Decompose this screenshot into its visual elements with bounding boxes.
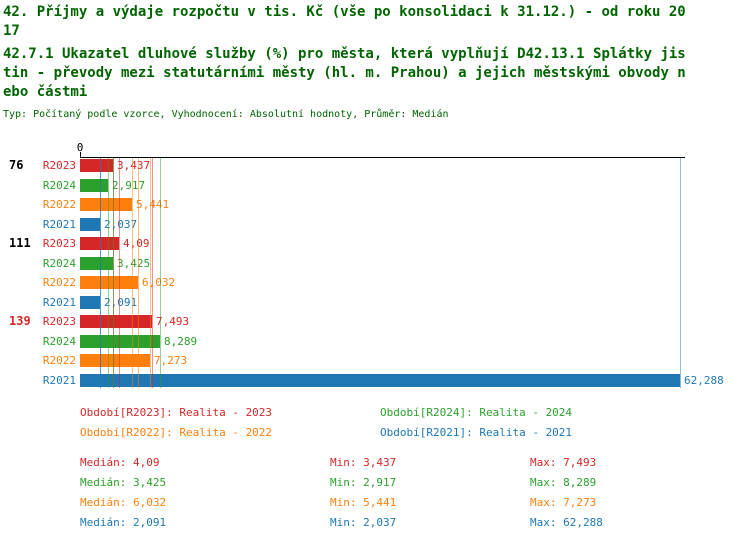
stat-min-R2023: Min: 3,437: [330, 456, 397, 469]
min-marker-line-R2022: [132, 158, 133, 388]
max-marker-line-R2021: [680, 158, 681, 388]
bar: [80, 237, 119, 250]
median-marker-line-R2021: [100, 158, 101, 388]
stat-max-R2022: Max: 7,273: [530, 496, 597, 509]
bar: [80, 178, 108, 192]
title-line-2: 17: [3, 23, 20, 39]
bar-value-label: 3,437: [117, 159, 151, 172]
median-marker-line-R2023: [119, 158, 120, 388]
series-label: R2022: [42, 354, 76, 367]
series-label: R2023: [42, 237, 76, 250]
stat-max-R2021: Max: 62,288: [530, 516, 603, 529]
median-marker-line-R2024: [113, 158, 114, 388]
bar-value-label: 8,289: [164, 334, 198, 348]
legend-item-R2022: Období[R2022]: Realita - 2022: [80, 426, 273, 439]
stat-median-R2023: Medián: 4,09: [80, 456, 160, 469]
bar-value-label: 7,493: [156, 315, 190, 328]
stat-max-R2024: Max: 8,289: [530, 476, 597, 489]
stats-table: Medián: 4,09 Min: 3,437 Max: 7,493 Medián: …: [80, 456, 740, 538]
series-label: R2021: [42, 373, 76, 387]
bar-value-label: 2,037: [104, 217, 138, 231]
title-line-1: 42. Příjmy a výdaje rozpočtu v tis. Kč (…: [3, 4, 686, 20]
category-label: 111: [9, 236, 31, 250]
x-axis-zero-label: 0: [76, 141, 84, 154]
series-label: R2022: [42, 276, 76, 289]
legend: Období[R2023]: Realita - 2023 Období[R202…: [80, 406, 720, 448]
bar-value-label: 62,288: [684, 373, 724, 387]
x-axis: [80, 157, 685, 158]
bar: [80, 373, 680, 387]
bar-value-label: 7,273: [154, 354, 188, 367]
plot-area: 0 76R20233,437R20242,917R20225,441R20212…: [0, 140, 750, 406]
min-marker-line-R2024: [108, 158, 109, 388]
stat-max-R2023: Max: 7,493: [530, 456, 597, 469]
series-label: R2023: [42, 315, 76, 328]
bar: [80, 256, 113, 270]
bar-value-label: 2,091: [104, 295, 138, 309]
legend-item-R2021: Období[R2021]: Realita - 2021: [380, 426, 573, 439]
series-label: R2024: [42, 256, 76, 270]
bar: [80, 354, 150, 367]
bar-value-label: 6,032: [142, 276, 176, 289]
max-marker-line-R2023: [152, 158, 153, 388]
category-label: 76: [9, 158, 24, 172]
stat-median-R2022: Medián: 6,032: [80, 496, 167, 509]
bar-value-label: 4,09: [123, 237, 150, 250]
stat-median-R2024: Medián: 3,425: [80, 476, 167, 489]
legend-item-R2023: Období[R2023]: Realita - 2023: [80, 406, 273, 419]
bar: [80, 315, 152, 328]
median-marker-line-R2022: [138, 158, 139, 388]
series-label: R2021: [42, 217, 76, 231]
bar: [80, 159, 113, 172]
bar: [80, 198, 132, 211]
stat-min-R2021: Min: 2,037: [330, 516, 397, 529]
x-axis-tick-zero: [80, 152, 81, 157]
stat-median-R2021: Medián: 2,091: [80, 516, 167, 529]
max-marker-line-R2024: [160, 158, 161, 388]
series-label: R2024: [42, 178, 76, 192]
bar-value-label: 2,917: [112, 178, 146, 192]
series-label: R2023: [42, 159, 76, 172]
stat-min-R2024: Min: 2,917: [330, 476, 397, 489]
legend-item-R2024: Období[R2024]: Realita - 2024: [380, 406, 573, 419]
bar-value-label: 3,425: [117, 256, 151, 270]
title-line-5: ebo částmi: [3, 84, 88, 100]
bar: [80, 217, 100, 231]
title-line-3: 42.7.1 Ukazatel dluhové služby (%) pro m…: [3, 46, 686, 62]
chart-meta-line: Typ: Počítaný podle vzorce, Vyhodnocení:…: [3, 109, 449, 120]
series-label: R2024: [42, 334, 76, 348]
bar: [80, 276, 138, 289]
series-label: R2022: [42, 198, 76, 211]
max-marker-line-R2022: [150, 158, 151, 388]
bar: [80, 334, 160, 348]
category-label: 139: [9, 314, 31, 328]
bar: [80, 295, 100, 309]
series-label: R2021: [42, 295, 76, 309]
title-line-4: tin - převody mezi statutárními městy (h…: [3, 65, 686, 81]
stat-min-R2022: Min: 5,441: [330, 496, 397, 509]
